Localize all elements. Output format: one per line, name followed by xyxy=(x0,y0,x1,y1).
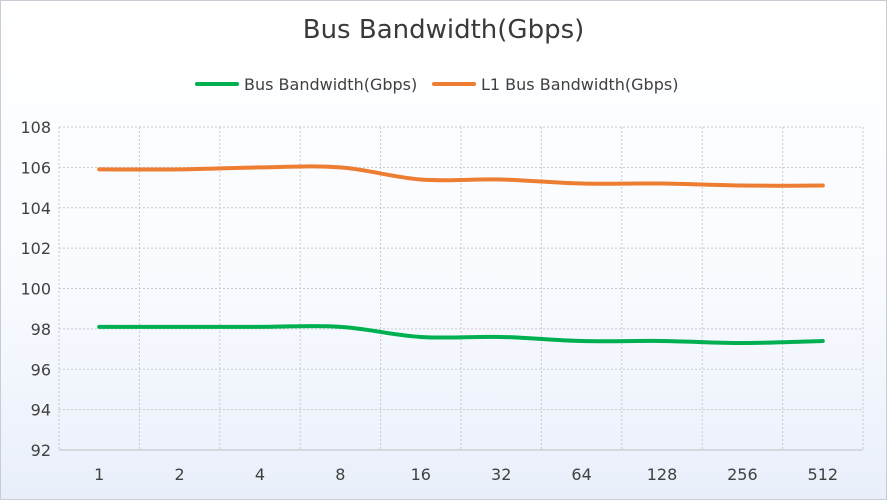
x-tick-label: 16 xyxy=(411,465,431,484)
legend-label-2: L1 Bus Bandwidth(Gbps) xyxy=(481,75,678,94)
chart-title: Bus Bandwidth(Gbps) xyxy=(302,15,585,45)
x-tick-label: 1 xyxy=(94,465,104,484)
legend-label-1: Bus Bandwidth(Gbps) xyxy=(244,75,417,94)
x-tick-label: 8 xyxy=(335,465,345,484)
y-tick-label: 108 xyxy=(20,118,51,137)
y-tick-label: 92 xyxy=(31,441,51,460)
y-tick-label: 94 xyxy=(31,401,51,420)
y-tick-label: 104 xyxy=(20,199,51,218)
x-tick-label: 4 xyxy=(255,465,265,484)
x-tick-label: 64 xyxy=(571,465,591,484)
series-line-2 xyxy=(97,164,825,188)
x-tick-label: 512 xyxy=(808,465,839,484)
y-tick-label: 100 xyxy=(20,280,51,299)
x-tick-label: 2 xyxy=(175,465,185,484)
series-line-1 xyxy=(97,324,825,346)
y-tick-label: 96 xyxy=(31,360,51,379)
y-tick-label: 98 xyxy=(31,320,51,339)
x-tick-label: 32 xyxy=(491,465,511,484)
y-tick-label: 102 xyxy=(20,239,51,258)
y-tick-label: 106 xyxy=(20,158,51,177)
x-tick-label: 256 xyxy=(727,465,758,484)
x-tick-label: 128 xyxy=(647,465,678,484)
